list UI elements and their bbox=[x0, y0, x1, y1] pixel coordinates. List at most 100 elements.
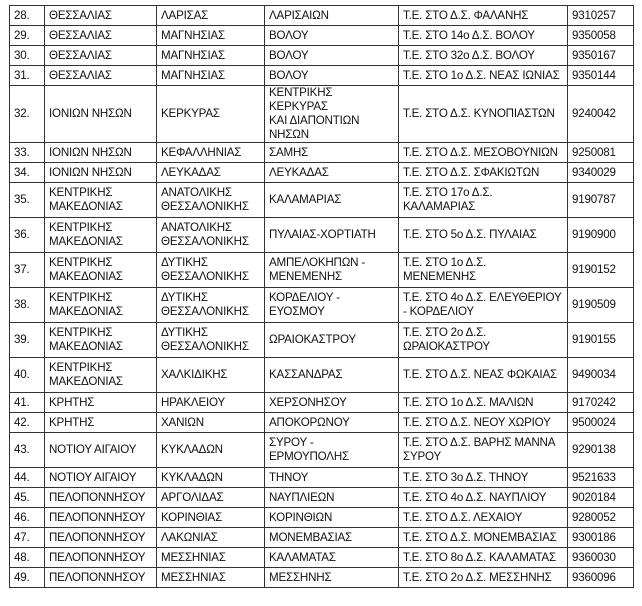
table-row: 32. ΙΟΝΙΩΝ ΝΗΣΩΝ ΚΕΡΚΥΡΑΣ ΚΕΝΤΡΙΚΗΣ ΚΕΡΚΥΡΑ… bbox=[9, 85, 634, 143]
row-number: 29. bbox=[9, 25, 45, 46]
school-cell: Τ.Ε. ΣΤΟ 1ο Δ.Σ. ΝΕΑΣ ΙΩΝΙΑΣ bbox=[398, 65, 568, 86]
row-number: 44. bbox=[9, 467, 45, 488]
region-cell: ΚΕΝΤΡΙΚΗΣ ΜΑΚΕΔΟΝΙΑΣ bbox=[44, 322, 157, 358]
municipality-cell: ΜΕΣΣΗΝΗΣ bbox=[264, 567, 399, 588]
municipality-cell: ΚΑΣΣΑΝΔΡΑΣ bbox=[264, 357, 399, 393]
table-row: 33. ΙΟΝΙΩΝ ΝΗΣΩΝ ΚΕΦΑΛΛΗΝΙΑΣ ΣΑΜΗΣ Τ.Ε. ΣΤΟ … bbox=[9, 142, 634, 163]
municipality-cell: ΣΥΡΟΥ - ΕΡΜΟΥΠΟΛΗΣ bbox=[264, 432, 399, 468]
school-code-cell: 9310257 bbox=[567, 5, 634, 26]
region-cell: ΘΕΣΣΑΛΙΑΣ bbox=[44, 25, 157, 46]
regional-unit-cell: ΚΟΡΙΝΘΙΑΣ bbox=[156, 507, 265, 528]
municipality-cell: ΜΟΝΕΜΒΑΣΙΑΣ bbox=[264, 527, 399, 548]
school-cell: Τ.Ε. ΣΤΟ Δ.Σ. ΚΥΝΟΠΙΑΣΤΩΝ bbox=[398, 85, 568, 143]
school-cell: Τ.Ε. ΣΤΟ Δ.Σ. ΛΕΧΑΙΟΥ bbox=[398, 507, 568, 528]
regional-unit-cell: ΛΑΡΙΣΑΣ bbox=[156, 5, 265, 26]
table-row: 48. ΠΕΛΟΠΟΝΝΗΣΟΥ ΜΕΣΣΗΝΙΑΣ ΚΑΛΑΜΑΤΑΣ Τ.Ε. ΣΤ… bbox=[9, 547, 634, 568]
table-row: 43. ΝΟΤΙΟΥ ΑΙΓΑΙΟΥ ΚΥΚΛΑΔΩΝ ΣΥΡΟΥ - ΕΡΜΟΥΠΟ… bbox=[9, 432, 634, 468]
row-number: 32. bbox=[9, 85, 45, 143]
school-code-cell: 9350167 bbox=[567, 45, 634, 66]
school-code-cell: 9290138 bbox=[567, 432, 634, 468]
row-number: 45. bbox=[9, 487, 45, 508]
school-code-cell: 9240042 bbox=[567, 85, 634, 143]
municipality-cell: ΧΕΡΣΟΝΗΣΟΥ bbox=[264, 392, 399, 413]
table-row: 35. ΚΕΝΤΡΙΚΗΣ ΜΑΚΕΔΟΝΙΑΣ ΑΝΑΤΟΛΙΚΗΣ ΘΕΣΣΑΛ… bbox=[9, 182, 634, 218]
region-cell: ΙΟΝΙΩΝ ΝΗΣΩΝ bbox=[44, 142, 157, 163]
school-cell: Τ.Ε. ΣΤΟ 4ο Δ.Σ. ΝΑΥΠΛΙΟΥ bbox=[398, 487, 568, 508]
regional-unit-cell: ΔΥΤΙΚΗΣ ΘΕΣΣΑΛΟΝΙΚΗΣ bbox=[156, 287, 265, 323]
row-number: 40. bbox=[9, 357, 45, 393]
municipality-cell: ΚΑΛΑΜΑΤΑΣ bbox=[264, 547, 399, 568]
school-cell: Τ.Ε. ΣΤΟ Δ.Σ. ΜΕΣΟΒΟΥΝΙΩΝ bbox=[398, 142, 568, 163]
municipality-cell: ΚΑΛΑΜΑΡΙΑΣ bbox=[264, 182, 399, 218]
regional-unit-cell: ΗΡΑΚΛΕΙΟΥ bbox=[156, 392, 265, 413]
school-code-cell: 9360030 bbox=[567, 547, 634, 568]
regional-unit-cell: ΧΑΝΙΩΝ bbox=[156, 412, 265, 433]
region-cell: ΘΕΣΣΑΛΙΑΣ bbox=[44, 65, 157, 86]
municipality-cell: ΑΜΠΕΛΟΚΗΠΩΝ - ΜΕΝΕΜΕΝΗΣ bbox=[264, 252, 399, 288]
school-cell: Τ.Ε. ΣΤΟ 14ο Δ.Σ. ΒΟΛΟΥ bbox=[398, 25, 568, 46]
school-code-cell: 9020184 bbox=[567, 487, 634, 508]
region-cell: ΚΕΝΤΡΙΚΗΣ ΜΑΚΕΔΟΝΙΑΣ bbox=[44, 287, 157, 323]
regional-unit-cell: ΚΕΦΑΛΛΗΝΙΑΣ bbox=[156, 142, 265, 163]
row-number: 28. bbox=[9, 5, 45, 26]
school-cell: Τ.Ε. ΣΤΟ 3ο Δ.Σ. ΤΗΝΟΥ bbox=[398, 467, 568, 488]
row-number: 49. bbox=[9, 567, 45, 588]
regional-unit-cell: ΧΑΛΚΙΔΙΚΗΣ bbox=[156, 357, 265, 393]
school-cell: Τ.Ε. ΣΤΟ 4ο Δ.Σ. ΕΛΕΥΘΕΡΙΟΥ - ΚΟΡΔΕΛΙΟΥ bbox=[398, 287, 568, 323]
row-number: 34. bbox=[9, 162, 45, 183]
table-row: 46. ΠΕΛΟΠΟΝΝΗΣΟΥ ΚΟΡΙΝΘΙΑΣ ΚΟΡΙΝΘΙΩΝ Τ.Ε. ΣΤ… bbox=[9, 507, 634, 528]
municipality-cell: ΒΟΛΟΥ bbox=[264, 45, 399, 66]
region-cell: ΚΕΝΤΡΙΚΗΣ ΜΑΚΕΔΟΝΙΑΣ bbox=[44, 217, 157, 253]
table-row: 40. ΚΕΝΤΡΙΚΗΣ ΜΑΚΕΔΟΝΙΑΣ ΧΑΛΚΙΔΙΚΗΣ ΚΑΣΣΑΝΔ… bbox=[9, 357, 634, 393]
table-row: 36. ΚΕΝΤΡΙΚΗΣ ΜΑΚΕΔΟΝΙΑΣ ΑΝΑΤΟΛΙΚΗΣ ΘΕΣΣΑΛ… bbox=[9, 217, 634, 253]
region-cell: ΠΕΛΟΠΟΝΝΗΣΟΥ bbox=[44, 527, 157, 548]
school-cell: Τ.Ε. ΣΤΟ 2ο Δ.Σ. ΜΕΣΣΗΝΗΣ bbox=[398, 567, 568, 588]
region-cell: ΠΕΛΟΠΟΝΝΗΣΟΥ bbox=[44, 487, 157, 508]
table-row: 45. ΠΕΛΟΠΟΝΝΗΣΟΥ ΑΡΓΟΛΙΔΑΣ ΝΑΥΠΛΙΕΩΝ Τ.Ε. ΣΤ… bbox=[9, 487, 634, 508]
municipality-cell: ΠΥΛΑΙΑΣ-ΧΟΡΤΙΑΤΗ bbox=[264, 217, 399, 253]
school-cell: Τ.Ε. ΣΤΟ Δ.Σ. ΜΟΝΕΜΒΑΣΙΑΣ bbox=[398, 527, 568, 548]
row-number: 35. bbox=[9, 182, 45, 218]
municipality-cell: ΩΡΑΙΟΚΑΣΤΡΟΥ bbox=[264, 322, 399, 358]
regional-unit-cell: ΔΥΤΙΚΗΣ ΘΕΣΣΑΛΟΝΙΚΗΣ bbox=[156, 322, 265, 358]
school-cell: Τ.Ε. ΣΤΟ 32ο Δ.Σ. ΒΟΛΟΥ bbox=[398, 45, 568, 66]
municipality-cell: ΒΟΛΟΥ bbox=[264, 65, 399, 86]
row-number: 41. bbox=[9, 392, 45, 413]
row-number: 43. bbox=[9, 432, 45, 468]
regional-unit-cell: ΜΑΓΝΗΣΙΑΣ bbox=[156, 65, 265, 86]
regional-unit-cell: ΔΥΤΙΚΗΣ ΘΕΣΣΑΛΟΝΙΚΗΣ bbox=[156, 252, 265, 288]
region-cell: ΠΕΛΟΠΟΝΝΗΣΟΥ bbox=[44, 507, 157, 528]
table-body: 28. ΘΕΣΣΑΛΙΑΣ ΛΑΡΙΣΑΣ ΛΑΡΙΣΑΙΩΝ Τ.Ε. ΣΤΟ Δ.Σ… bbox=[9, 5, 634, 588]
region-cell: ΚΕΝΤΡΙΚΗΣ ΜΑΚΕΔΟΝΙΑΣ bbox=[44, 357, 157, 393]
table-row: 39. ΚΕΝΤΡΙΚΗΣ ΜΑΚΕΔΟΝΙΑΣ ΔΥΤΙΚΗΣ ΘΕΣΣΑΛΟΝΙ… bbox=[9, 322, 634, 358]
regional-unit-cell: ΛΕΥΚΑΔΑΣ bbox=[156, 162, 265, 183]
row-number: 30. bbox=[9, 45, 45, 66]
row-number: 36. bbox=[9, 217, 45, 253]
school-code-cell: 9300186 bbox=[567, 527, 634, 548]
school-cell: Τ.Ε. ΣΤΟ 5ο Δ.Σ. ΠΥΛΑΙΑΣ bbox=[398, 217, 568, 253]
table-row: 44. ΝΟΤΙΟΥ ΑΙΓΑΙΟΥ ΚΥΚΛΑΔΩΝ ΤΗΝΟΥ Τ.Ε. ΣΤΟ 3… bbox=[9, 467, 634, 488]
school-code-cell: 9190509 bbox=[567, 287, 634, 323]
region-cell: ΚΡΗΤΗΣ bbox=[44, 412, 157, 433]
school-cell: Τ.Ε. ΣΤΟ 2ο Δ.Σ. ΩΡΑΙΟΚΑΣΤΡΟΥ bbox=[398, 322, 568, 358]
row-number: 31. bbox=[9, 65, 45, 86]
school-code-cell: 9190152 bbox=[567, 252, 634, 288]
region-cell: ΠΕΛΟΠΟΝΝΗΣΟΥ bbox=[44, 547, 157, 568]
regional-unit-cell: ΑΝΑΤΟΛΙΚΗΣ ΘΕΣΣΑΛΟΝΙΚΗΣ bbox=[156, 217, 265, 253]
region-cell: ΝΟΤΙΟΥ ΑΙΓΑΙΟΥ bbox=[44, 432, 157, 468]
row-number: 39. bbox=[9, 322, 45, 358]
school-code-cell: 9170242 bbox=[567, 392, 634, 413]
municipality-cell: ΚΟΡΙΝΘΙΩΝ bbox=[264, 507, 399, 528]
school-cell: Τ.Ε. ΣΤΟ 17ο Δ.Σ. ΚΑΛΑΜΑΡΙΑΣ bbox=[398, 182, 568, 218]
region-cell: ΘΕΣΣΑΛΙΑΣ bbox=[44, 45, 157, 66]
row-number: 38. bbox=[9, 287, 45, 323]
region-cell: ΠΕΛΟΠΟΝΝΗΣΟΥ bbox=[44, 567, 157, 588]
row-number: 47. bbox=[9, 527, 45, 548]
table-row: 34. ΙΟΝΙΩΝ ΝΗΣΩΝ ΛΕΥΚΑΔΑΣ ΛΕΥΚΑΔΑΣ Τ.Ε. ΣΤΟ … bbox=[9, 162, 634, 183]
table-row: 37. ΚΕΝΤΡΙΚΗΣ ΜΑΚΕΔΟΝΙΑΣ ΔΥΤΙΚΗΣ ΘΕΣΣΑΛΟΝΙ… bbox=[9, 252, 634, 288]
school-code-cell: 9280052 bbox=[567, 507, 634, 528]
table-row: 49. ΠΕΛΟΠΟΝΝΗΣΟΥ ΜΕΣΣΗΝΙΑΣ ΜΕΣΣΗΝΗΣ Τ.Ε. ΣΤΟ… bbox=[9, 567, 634, 588]
school-code-cell: 9521633 bbox=[567, 467, 634, 488]
region-cell: ΘΕΣΣΑΛΙΑΣ bbox=[44, 5, 157, 26]
regional-unit-cell: ΚΕΡΚΥΡΑΣ bbox=[156, 85, 265, 143]
